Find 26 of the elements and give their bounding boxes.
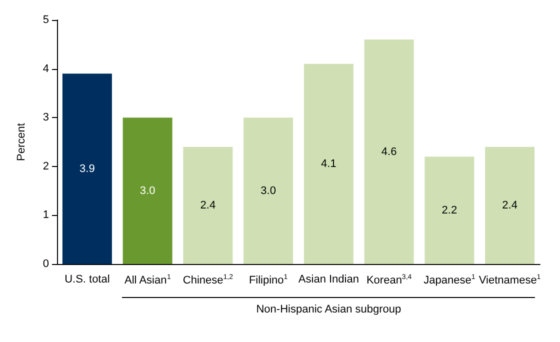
bar (183, 146, 233, 264)
x-tick-label: Asian Indian (298, 274, 359, 286)
y-tick-label: 1 (42, 209, 49, 222)
x-axis-title: Non-Hispanic Asian subgroup (256, 304, 402, 316)
x-tick-label: U.S. total (64, 274, 110, 286)
data-label: 2.4 (200, 199, 216, 212)
bar (304, 64, 354, 264)
data-label: 3.9 (80, 162, 95, 175)
data-label: 3.0 (140, 184, 156, 197)
y-tick-label: 4 (42, 62, 49, 75)
y-axis-title: Percent (16, 123, 28, 161)
y-tick-label: 0 (42, 258, 49, 270)
data-label: 3.0 (260, 184, 276, 197)
bar (364, 40, 414, 264)
y-tick-label: 5 (42, 14, 49, 26)
bar (62, 74, 112, 264)
data-label: 4.1 (321, 158, 336, 170)
data-label: 2.4 (502, 199, 518, 212)
bar (244, 118, 294, 264)
y-tick-label: 2 (42, 160, 49, 172)
bar (424, 156, 474, 264)
bar (485, 146, 535, 264)
bar (122, 118, 172, 264)
data-label: 4.6 (381, 146, 397, 158)
y-tick-label: 3 (42, 112, 49, 124)
data-label: 2.2 (442, 204, 458, 216)
